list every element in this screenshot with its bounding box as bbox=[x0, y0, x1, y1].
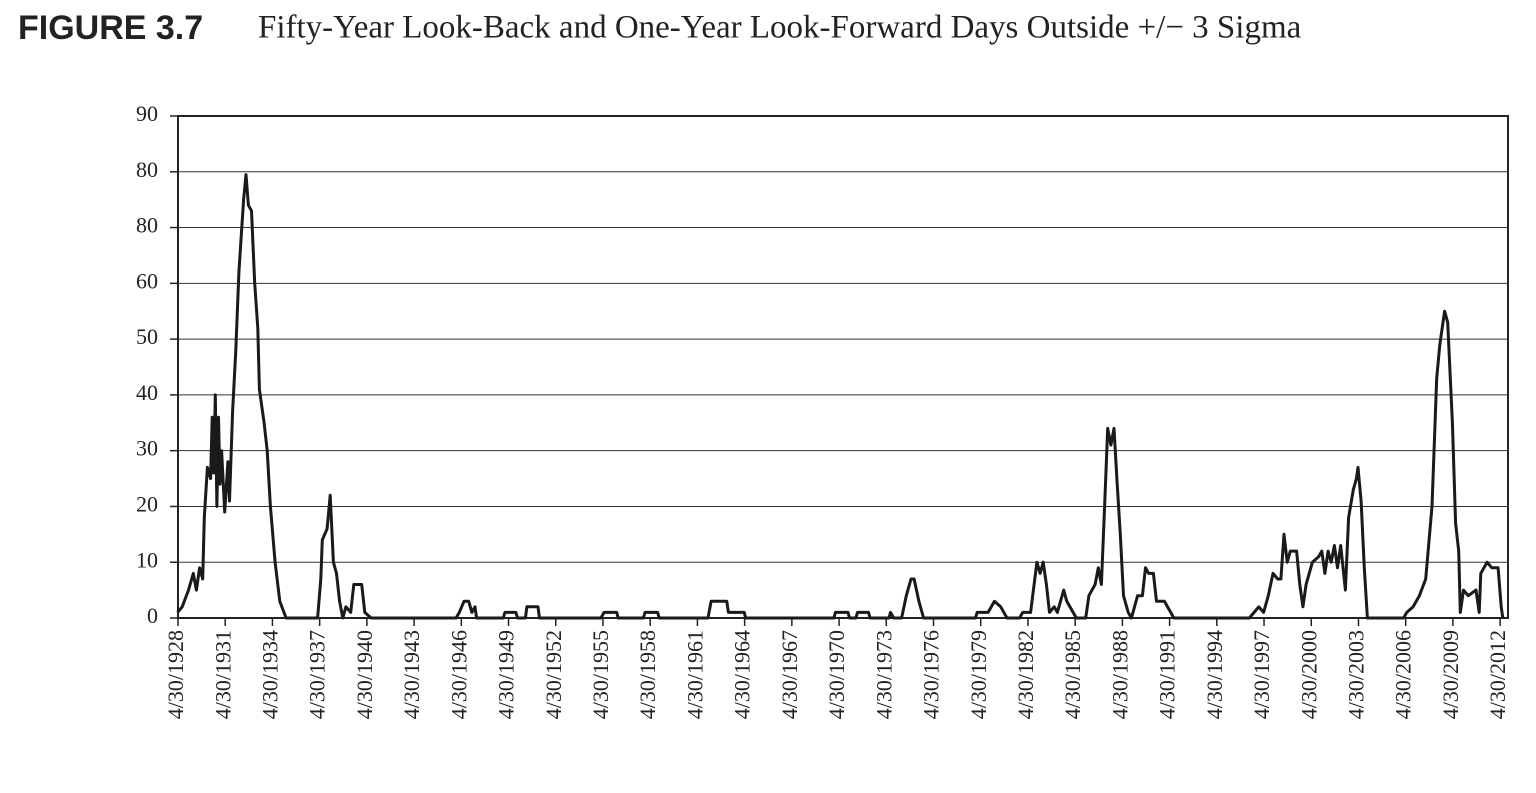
x-tick-label: 4/30/1991 bbox=[1155, 630, 1180, 719]
x-tick-label: 4/30/1985 bbox=[1060, 630, 1085, 719]
x-tick-label: 4/30/1943 bbox=[399, 630, 424, 719]
x-tick-label: 4/30/2000 bbox=[1296, 630, 1321, 719]
y-tick-label: 50 bbox=[136, 324, 158, 349]
x-tick-label: 4/30/1928 bbox=[163, 630, 188, 719]
chart-title: Fifty-Year Look-Back and One-Year Look-F… bbox=[258, 10, 1302, 46]
x-tick-label: 4/30/1949 bbox=[494, 630, 519, 719]
x-tick-label: 4/30/1931 bbox=[210, 630, 235, 719]
x-tick-label: 4/30/1979 bbox=[966, 630, 991, 719]
x-tick-label: 4/30/1970 bbox=[824, 630, 849, 719]
x-tick-label: 4/30/1937 bbox=[305, 630, 330, 719]
x-tick-label: 4/30/1961 bbox=[682, 630, 707, 719]
x-tick-label: 4/30/1997 bbox=[1249, 630, 1274, 719]
x-tick-label: 4/30/2012 bbox=[1485, 630, 1510, 719]
x-tick-label: 4/30/2009 bbox=[1438, 630, 1463, 719]
x-tick-label: 4/30/1934 bbox=[257, 630, 282, 719]
x-tick-label: 4/30/1952 bbox=[541, 630, 566, 719]
y-tick-label: 90 bbox=[136, 101, 158, 126]
y-tick-label: 30 bbox=[136, 436, 158, 461]
y-tick-label: 0 bbox=[147, 603, 158, 628]
x-tick-label: 4/30/1988 bbox=[1107, 630, 1132, 719]
plot-frame bbox=[177, 115, 1509, 619]
line bbox=[176, 173, 1505, 620]
y-tick-label: 10 bbox=[136, 547, 158, 572]
x-tick-label: 4/30/1982 bbox=[1013, 630, 1038, 719]
x-tick-label: 4/30/2006 bbox=[1391, 630, 1416, 719]
x-tick-label: 4/30/1973 bbox=[871, 630, 896, 719]
y-tick-label: 40 bbox=[136, 380, 158, 405]
x-tick-label: 4/30/1946 bbox=[446, 630, 471, 719]
x-tick-label: 4/30/1940 bbox=[352, 630, 377, 719]
x-tick-label: 4/30/1955 bbox=[588, 630, 613, 719]
y-tick-label: 80 bbox=[136, 213, 158, 238]
y-tick-label: 20 bbox=[136, 491, 158, 516]
figure-label: FIGURE 3.7 bbox=[18, 9, 203, 47]
x-tick-label: 4/30/1958 bbox=[635, 630, 660, 719]
x-tick-label: 4/30/1976 bbox=[919, 630, 944, 719]
y-tick-label: 60 bbox=[136, 268, 158, 293]
x-tick-label: 4/30/1967 bbox=[777, 630, 802, 719]
x-tick-label: 4/30/2003 bbox=[1344, 630, 1369, 719]
x-tick-label: 4/30/1994 bbox=[1202, 630, 1227, 719]
x-tick-label: 4/30/1964 bbox=[730, 630, 755, 719]
y-tick-label: 80 bbox=[136, 157, 158, 182]
